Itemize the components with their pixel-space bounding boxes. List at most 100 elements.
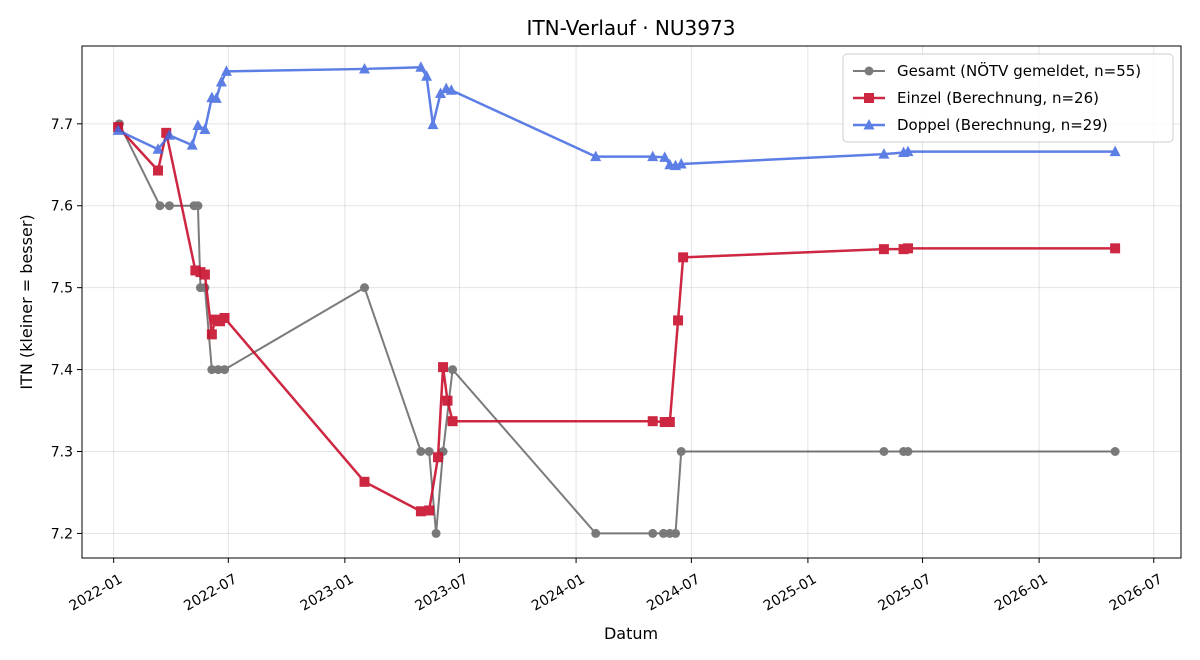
- data-point: [658, 528, 668, 538]
- data-point: [152, 143, 164, 154]
- data-point: [155, 201, 165, 211]
- x-tick-label: 2023-07: [412, 571, 471, 614]
- plot-frame: [81, 45, 1182, 559]
- data-point: [207, 365, 217, 375]
- x-tick-label: 2024-01: [529, 571, 588, 614]
- data-point: [112, 124, 124, 135]
- data-point: [664, 417, 675, 428]
- data-point: [421, 70, 433, 81]
- y-tick-label: 7.6: [51, 199, 73, 215]
- legend-entry: [853, 66, 885, 76]
- x-tick-label: 2024-07: [644, 571, 703, 614]
- data-point: [424, 505, 435, 516]
- y-tick-label: 7.2: [51, 526, 73, 542]
- x-axis-label: Datum: [604, 624, 658, 643]
- legend-frame: [842, 53, 1174, 143]
- data-point: [153, 165, 164, 176]
- series-1: [114, 119, 1120, 538]
- data-point: [359, 476, 370, 487]
- data-point: [424, 447, 434, 457]
- legend-label: Gesamt (NÖTV gemeldet, n=55): [897, 61, 1141, 80]
- chart-title: ITN-Verlauf · NU3973: [527, 16, 736, 40]
- data-point: [210, 92, 222, 103]
- data-point: [676, 447, 686, 457]
- data-point: [199, 269, 210, 280]
- data-point: [199, 123, 211, 135]
- data-point: [903, 447, 913, 457]
- data-point: [647, 150, 659, 162]
- data-point: [879, 447, 889, 457]
- data-point: [648, 528, 658, 538]
- data-point: [878, 148, 890, 159]
- data-point: [435, 87, 447, 99]
- data-point: [1110, 447, 1120, 457]
- data-point: [432, 452, 443, 463]
- data-point: [193, 201, 203, 211]
- y-axis-label: ITN (kleiner = besser): [17, 214, 36, 389]
- data-point: [590, 150, 602, 162]
- data-point: [219, 312, 230, 323]
- data-point: [1109, 145, 1121, 157]
- y-tick-label: 7.7: [51, 117, 73, 133]
- data-point: [415, 61, 427, 72]
- series-line: [118, 123, 1116, 535]
- series-layer: [112, 61, 1121, 538]
- y-tick-label: 7.3: [51, 445, 73, 461]
- data-point: [360, 283, 370, 293]
- legend-marker: [864, 93, 874, 103]
- data-point: [647, 416, 658, 427]
- data-point: [878, 244, 889, 255]
- data-point: [220, 365, 230, 375]
- legend-label: Doppel (Berechnung, n=29): [897, 116, 1108, 134]
- series-3: [112, 61, 1121, 171]
- data-point: [447, 416, 458, 427]
- legend-entry: [853, 119, 885, 130]
- legend-marker: [864, 66, 874, 76]
- data-point: [442, 395, 453, 406]
- data-point: [220, 65, 232, 76]
- y-tick-label: 7.5: [51, 281, 73, 297]
- y-axis: 7.2 7.3 7.4 7.5 7.6 7.7: [51, 117, 82, 542]
- data-point: [431, 528, 441, 538]
- data-point: [438, 362, 449, 373]
- series-2: [113, 122, 1121, 517]
- grid: [82, 46, 1181, 558]
- data-point: [659, 151, 671, 162]
- y-tick-label: 7.4: [51, 363, 73, 379]
- x-axis: 2022-01 2022-07 2023-01 2023-07 2024-01 2024-…: [67, 558, 1166, 614]
- data-point: [902, 145, 914, 157]
- data-point: [673, 315, 684, 326]
- series-line: [117, 126, 1116, 513]
- data-point: [213, 365, 223, 375]
- data-point: [415, 506, 426, 517]
- legend: Gesamt (NÖTV gemeldet, n=55) Einzel (Bere…: [842, 53, 1174, 143]
- legend-label: Einzel (Berechnung, n=26): [897, 89, 1099, 107]
- data-point: [1110, 243, 1121, 254]
- data-point: [359, 62, 371, 74]
- x-tick-label: 2026-07: [1107, 571, 1166, 614]
- x-tick-label: 2026-01: [992, 571, 1051, 614]
- legend-entry: [853, 93, 885, 103]
- data-point: [427, 118, 439, 130]
- data-point: [210, 314, 221, 325]
- data-point: [591, 528, 601, 538]
- data-point: [206, 329, 217, 340]
- data-point: [164, 201, 174, 211]
- data-point: [416, 447, 426, 457]
- x-tick-label: 2025-07: [875, 571, 934, 614]
- data-point: [186, 139, 198, 150]
- data-point: [675, 157, 687, 169]
- data-point: [659, 417, 670, 428]
- data-point: [671, 528, 681, 538]
- data-point: [902, 243, 913, 254]
- x-tick-label: 2023-01: [298, 571, 357, 614]
- legend-marker: [863, 119, 875, 130]
- data-point: [678, 252, 689, 263]
- x-tick-label: 2022-07: [181, 571, 240, 614]
- data-point: [445, 84, 457, 95]
- data-point: [190, 265, 201, 276]
- x-tick-label: 2025-01: [761, 571, 820, 614]
- data-point: [192, 119, 204, 130]
- data-point: [163, 129, 175, 140]
